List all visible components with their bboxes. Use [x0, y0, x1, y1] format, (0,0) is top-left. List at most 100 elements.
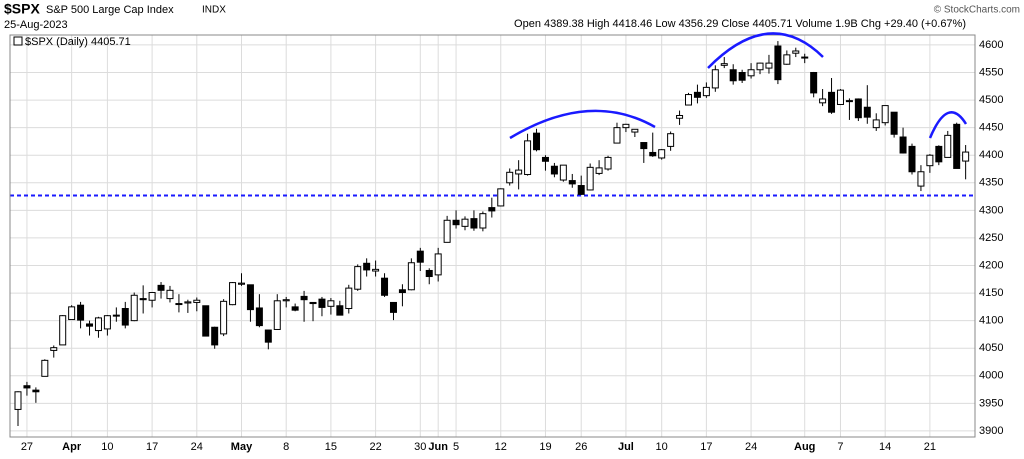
x-tick-label: Aug — [794, 441, 815, 453]
legend: $SPX (Daily) 4405.71 — [25, 36, 131, 48]
y-tick-label: 4250 — [979, 232, 1003, 244]
candle-body — [229, 282, 237, 306]
candle-body — [488, 207, 496, 212]
index-name: S&P 500 Large Cap Index — [46, 4, 174, 16]
candle-body — [14, 391, 22, 410]
x-tick-label: 21 — [924, 441, 936, 453]
y-tick-label: 4200 — [979, 259, 1003, 271]
candle-body — [246, 284, 254, 311]
candle-body — [461, 218, 469, 227]
candle-body — [309, 301, 317, 305]
candle-body — [917, 171, 925, 187]
x-tick-label: 17 — [146, 441, 158, 453]
x-tick-label: 19 — [539, 441, 551, 453]
candle-body — [854, 98, 862, 119]
candle-body — [184, 301, 192, 304]
candle-body — [86, 323, 94, 327]
y-tick-label: 3950 — [979, 397, 1003, 409]
candle-body — [345, 287, 353, 310]
x-tick-label: May — [231, 441, 253, 453]
arc-pattern — [928, 111, 968, 139]
plot-area — [10, 35, 975, 437]
y-tick-label: 4350 — [979, 177, 1003, 189]
candle-body — [157, 284, 165, 291]
y-tick-label: 4150 — [979, 287, 1003, 299]
y-tick-label: 3900 — [979, 425, 1003, 437]
x-tick-label: 5 — [453, 441, 459, 453]
candle-body — [32, 389, 40, 393]
x-tick-label: 26 — [575, 441, 587, 453]
candle-body — [685, 94, 692, 106]
candle-body — [336, 305, 344, 316]
candle-body — [747, 69, 755, 77]
candle-body — [845, 100, 853, 103]
candle-body — [577, 185, 585, 195]
candle-body — [667, 133, 675, 147]
candle-body — [908, 145, 916, 173]
candle-body — [836, 89, 844, 105]
candle-body — [59, 315, 67, 346]
candle-body — [738, 71, 746, 81]
candle-body — [381, 277, 389, 296]
x-tick-label: 22 — [369, 441, 381, 453]
candle-body — [524, 140, 532, 176]
candle-body — [649, 151, 657, 157]
candle-body — [211, 326, 219, 346]
candle-body — [658, 149, 666, 159]
y-tick-label: 4450 — [979, 122, 1003, 134]
x-tick-label: 24 — [191, 441, 203, 453]
symbol: $SPX — [4, 1, 40, 17]
candle-body — [774, 45, 782, 81]
candle-body — [676, 115, 684, 119]
candle-body — [899, 136, 907, 154]
credit: © StockCharts.com — [934, 5, 1020, 16]
candle-body — [604, 156, 612, 170]
candle-body — [166, 289, 174, 300]
candle-body — [550, 165, 558, 175]
candle-body — [255, 307, 263, 327]
candle-body — [711, 69, 719, 89]
candle-body — [407, 262, 415, 291]
x-tick-label: 14 — [879, 441, 891, 453]
candle-body — [121, 308, 129, 326]
y-tick-label: 4300 — [979, 204, 1003, 216]
candle-body — [559, 164, 567, 181]
plot-border — [9, 34, 976, 438]
y-tick-label: 4500 — [979, 94, 1003, 106]
x-tick-label: 27 — [21, 441, 33, 453]
candle-body — [819, 98, 827, 104]
candle-body — [398, 289, 406, 294]
candle-body — [416, 250, 424, 263]
candle-body — [148, 292, 156, 301]
x-tick-label: 10 — [101, 441, 113, 453]
candle-body — [273, 300, 281, 330]
candle-body — [41, 359, 49, 377]
y-tick-label: 4100 — [979, 315, 1003, 327]
candle-body — [568, 180, 576, 185]
candle-body — [479, 213, 487, 229]
candle-body — [318, 298, 326, 308]
x-tick-label: 10 — [656, 441, 668, 453]
candle-body — [506, 171, 514, 184]
candle-body — [792, 50, 800, 54]
candle-body — [756, 62, 764, 71]
candle-body — [720, 63, 728, 66]
candle-body — [389, 301, 397, 313]
quote: Open 4389.38 High 4418.46 Low 4356.29 Cl… — [514, 18, 966, 30]
candle-body — [828, 91, 836, 113]
candle-body — [238, 282, 245, 285]
candle-body — [497, 188, 505, 207]
arc-pattern — [707, 32, 824, 69]
x-tick-label: 30 — [414, 441, 426, 453]
candle-body — [452, 219, 460, 226]
candle-body — [220, 300, 228, 335]
y-tick-label: 4000 — [979, 370, 1003, 382]
candle-body — [443, 219, 451, 243]
candle-body — [765, 62, 773, 69]
candle-body — [425, 269, 433, 278]
candle-body — [139, 298, 147, 301]
candle-body — [434, 253, 442, 276]
x-tick-label: 15 — [325, 441, 337, 453]
x-tick-label: Jul — [618, 441, 634, 453]
